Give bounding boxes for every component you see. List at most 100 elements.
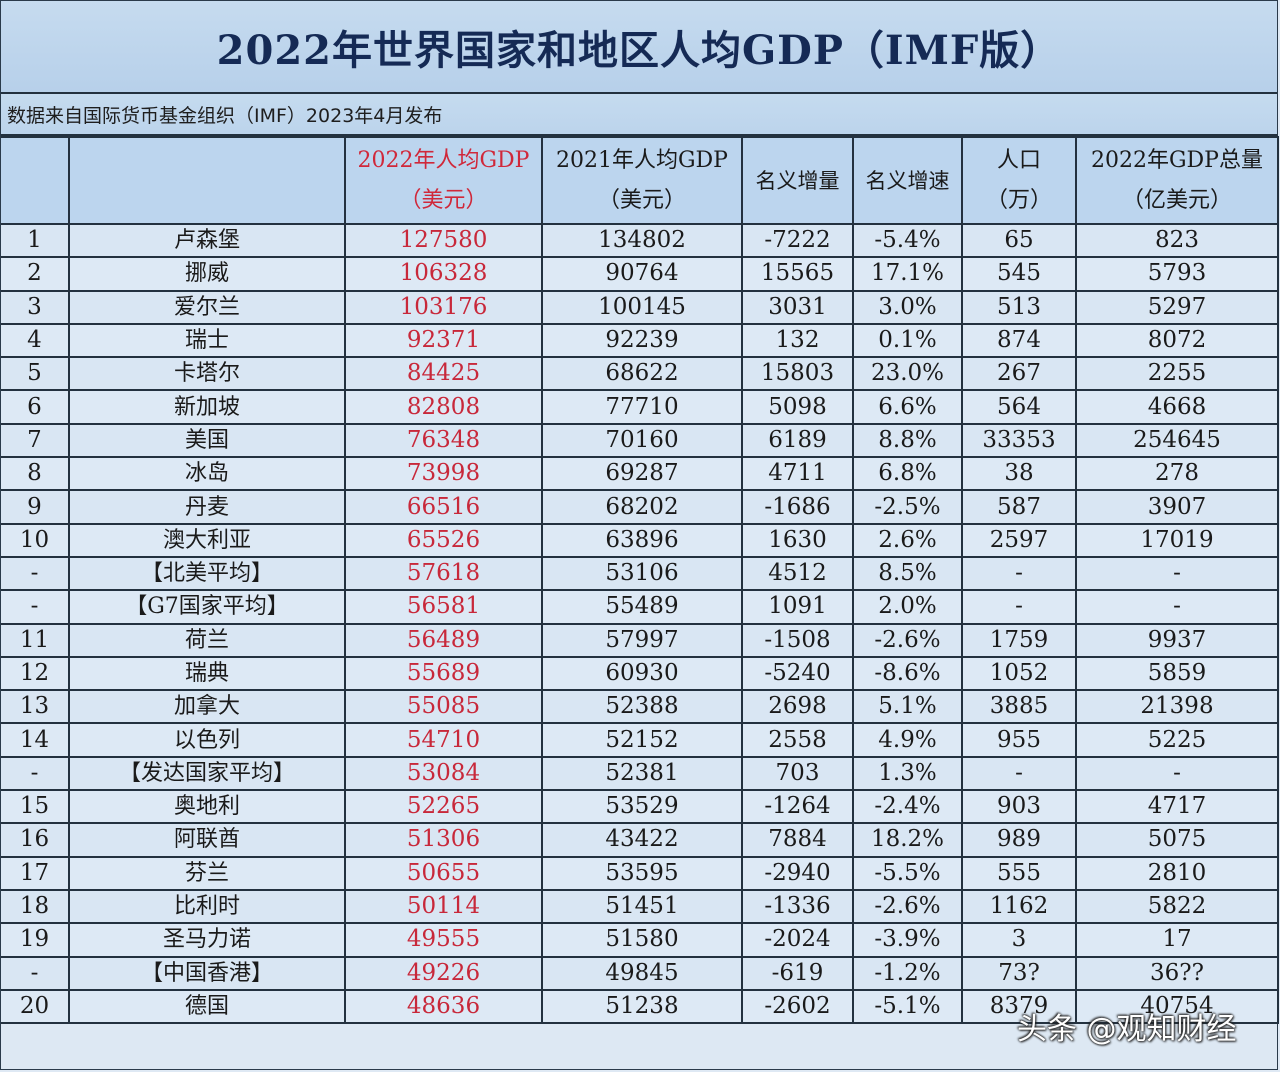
growth-cell: -2.4% [852, 789, 963, 825]
name-cell: 比利时 [68, 888, 346, 925]
total-cell: - [1075, 555, 1279, 592]
total-cell: 4717 [1075, 789, 1279, 825]
title-bar: 2022年世界国家和地区人均GDP（IMF版） [1, 1, 1277, 94]
increase-cell: 132 [741, 322, 854, 359]
name-cell: 澳大利亚 [68, 522, 346, 558]
total-cell: 17 [1075, 922, 1279, 958]
rank-cell: 11 [1, 622, 70, 658]
table-row: 19 圣马力诺 49555 51580 -2024 -3.9% 3 17 [1, 922, 1279, 958]
gdp2021-cell: 51451 [541, 888, 743, 925]
growth-cell: 6.8% [852, 456, 963, 492]
total-cell: - [1075, 589, 1279, 625]
gdp2022-cell: 103176 [344, 289, 543, 325]
population-cell: - [961, 555, 1077, 592]
population-cell: 2597 [961, 522, 1077, 558]
name-cell: 冰岛 [68, 456, 346, 492]
rank-cell: 8 [1, 456, 70, 492]
name-cell: 卡塔尔 [68, 356, 346, 392]
growth-cell: -3.9% [852, 922, 963, 958]
rank-cell: 9 [1, 489, 70, 525]
increase-cell: -619 [741, 955, 854, 991]
population-cell: 1052 [961, 655, 1077, 692]
increase-cell: 4512 [741, 555, 854, 592]
table-row: 11 荷兰 56489 57997 -1508 -2.6% 1759 9937 [1, 622, 1279, 658]
total-cell: - [1075, 755, 1279, 792]
total-cell: 5075 [1075, 822, 1279, 858]
name-cell: 圣马力诺 [68, 922, 346, 958]
table-body: 1 卢森堡 127580 134802 -7222 -5.4% 65 823 2 挪威 106328… [1, 222, 1279, 1025]
rank-cell: - [1, 955, 70, 991]
gdp2022-cell: 92371 [344, 322, 543, 359]
total-cell: 2810 [1075, 855, 1279, 891]
table-row: 3 爱尔兰 103176 100145 3031 3.0% 513 5297 [1, 289, 1279, 325]
population-cell: 545 [961, 256, 1077, 292]
name-cell: 丹麦 [68, 489, 346, 525]
total-cell: 5859 [1075, 655, 1279, 692]
gdp2022-cell: 84425 [344, 356, 543, 392]
population-cell: 8379 [961, 988, 1077, 1025]
increase-cell: 2558 [741, 722, 854, 758]
population-cell: 955 [961, 722, 1077, 758]
total-cell: 254645 [1075, 422, 1279, 459]
name-cell: 【发达国家平均】 [68, 755, 346, 792]
gdp2021-cell: 52381 [541, 755, 743, 792]
table-row: 20 德国 48636 51238 -2602 -5.1% 8379 40754 [1, 988, 1279, 1025]
gdp2022-cell: 65526 [344, 522, 543, 558]
population-cell: 65 [961, 222, 1077, 259]
gdp2021-cell: 68622 [541, 356, 743, 392]
increase-cell: 7884 [741, 822, 854, 858]
growth-cell: 2.0% [852, 589, 963, 625]
header-total-line2: （亿美元） [1121, 187, 1232, 213]
growth-cell: 6.6% [852, 389, 963, 425]
growth-cell: 5.1% [852, 689, 963, 725]
increase-cell: -1508 [741, 622, 854, 658]
population-cell: 587 [961, 489, 1077, 525]
gdp2021-cell: 69287 [541, 456, 743, 492]
name-cell: 德国 [68, 988, 346, 1025]
name-cell: 加拿大 [68, 689, 346, 725]
population-cell: 1162 [961, 888, 1077, 925]
name-cell: 以色列 [68, 722, 346, 758]
name-cell: 【北美平均】 [68, 555, 346, 592]
gdp2022-cell: 57618 [344, 555, 543, 592]
population-cell: - [961, 589, 1077, 625]
increase-cell: 5098 [741, 389, 854, 425]
table-row: 7 美国 76348 70160 6189 8.8% 33353 254645 [1, 422, 1279, 459]
rank-cell: 7 [1, 422, 70, 459]
rank-cell: 4 [1, 322, 70, 359]
increase-cell: 15565 [741, 256, 854, 292]
gdp2021-cell: 63896 [541, 522, 743, 558]
growth-cell: -5.5% [852, 855, 963, 891]
increase-cell: -7222 [741, 222, 854, 259]
gdp2022-cell: 50114 [344, 888, 543, 925]
header-population-line2: （万） [985, 187, 1052, 213]
name-cell: 奥地利 [68, 789, 346, 825]
gdp2021-cell: 43422 [541, 822, 743, 858]
total-cell: 5297 [1075, 289, 1279, 325]
population-cell: 33353 [961, 422, 1077, 459]
gdp2021-cell: 52388 [541, 689, 743, 725]
gdp2021-cell: 51580 [541, 922, 743, 958]
gdp2022-cell: 50655 [344, 855, 543, 891]
rank-cell: 20 [1, 988, 70, 1025]
growth-cell: -5.4% [852, 222, 963, 259]
header-growth: 名义增速 [852, 136, 963, 225]
gdp2021-cell: 55489 [541, 589, 743, 625]
growth-cell: 0.1% [852, 322, 963, 359]
header-gdp2021: 2021年人均GDP （美元） [541, 136, 743, 225]
rank-cell: - [1, 589, 70, 625]
table-row: 16 阿联酋 51306 43422 7884 18.2% 989 5075 [1, 822, 1279, 858]
table-row: - 【中国香港】 49226 49845 -619 -1.2% 73? 36?? [1, 955, 1279, 991]
name-cell: 阿联酋 [68, 822, 346, 858]
population-cell: 874 [961, 322, 1077, 359]
increase-cell: 1630 [741, 522, 854, 558]
total-cell: 17019 [1075, 522, 1279, 558]
table-row: 10 澳大利亚 65526 63896 1630 2.6% 2597 17019 [1, 522, 1279, 558]
population-cell: 3885 [961, 689, 1077, 725]
total-cell: 4668 [1075, 389, 1279, 425]
gdp2022-cell: 82808 [344, 389, 543, 425]
population-cell: 1759 [961, 622, 1077, 658]
gdp2021-cell: 90764 [541, 256, 743, 292]
header-gdp2022-line2: （美元） [399, 187, 488, 213]
total-cell: 40754 [1075, 988, 1279, 1025]
